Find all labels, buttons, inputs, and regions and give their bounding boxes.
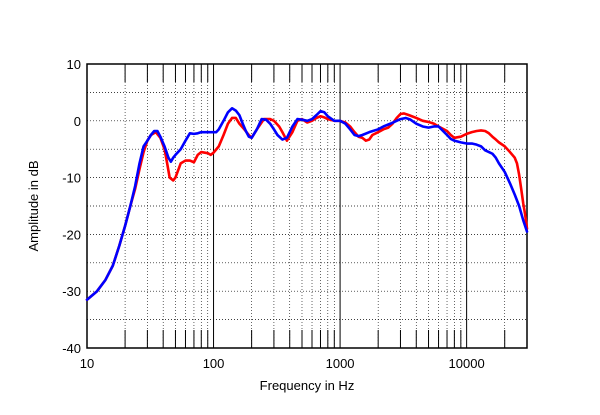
x-tick-label: 100 (203, 356, 225, 371)
x-tick-label: 1000 (326, 356, 355, 371)
plot-frame (86, 63, 528, 349)
y-tick-label: -10 (62, 171, 81, 186)
y-tick-label: 0 (74, 114, 81, 129)
y-tick-label: 10 (67, 57, 81, 72)
y-tick-label: -40 (62, 341, 81, 356)
y-axis-label: Amplitude in dB (26, 160, 41, 251)
series-line-2 (85, 107, 529, 302)
x-tick-label: 10 (80, 356, 94, 371)
series-line-1 (85, 112, 529, 302)
tick-marks (124, 64, 528, 348)
y-tick-label: -30 (62, 284, 81, 299)
x-axis-label: Frequency in Hz (260, 378, 355, 393)
series-layer (85, 107, 529, 302)
x-tick-label: 10000 (449, 356, 485, 371)
minor-gridlines (87, 64, 528, 348)
y-tick-label: -20 (62, 227, 81, 242)
x-tick-labels: 10 100 1000 10000 (80, 356, 485, 371)
y-tick-labels: 10 0 -10 -20 -30 -40 (62, 57, 81, 356)
